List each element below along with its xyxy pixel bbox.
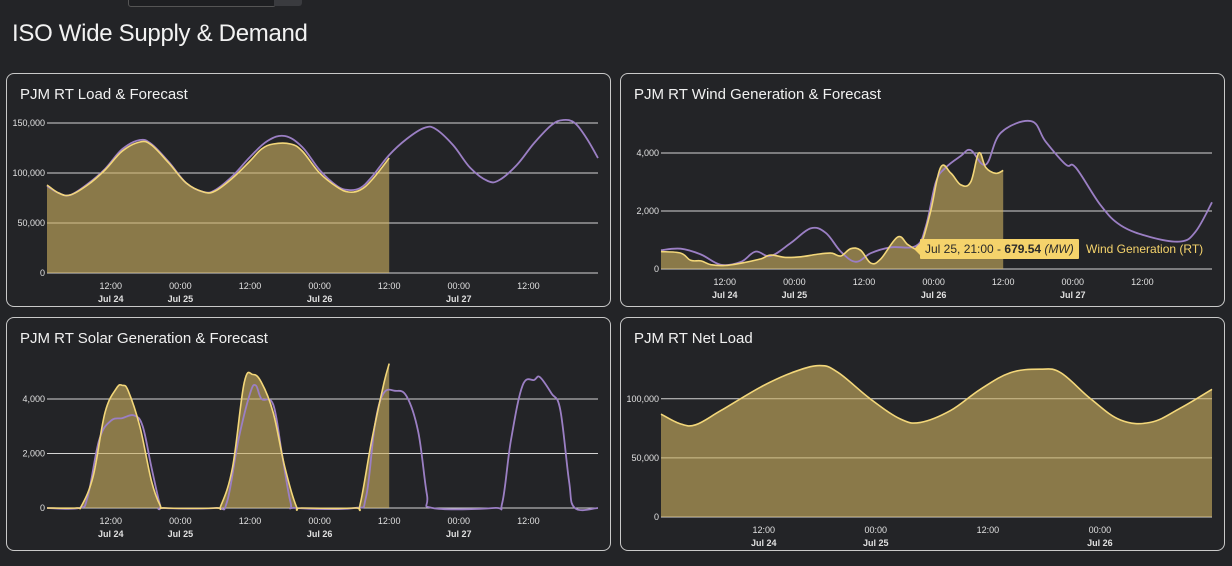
x-tick-date-label: Jul 24 — [712, 290, 738, 300]
x-tick-label: 00:00 — [169, 516, 192, 526]
x-tick-date-label: Jul 26 — [1087, 538, 1113, 548]
x-tick-label: 12:00 — [1131, 277, 1154, 287]
chart-svg: 0 50,000 100,000 12:00 Jul 24 00:00 Jul 25 12:0… — [626, 364, 1213, 548]
x-tick-label: 12:00 — [714, 277, 737, 287]
x-tick-label: 00:00 — [865, 525, 888, 535]
y-tick-label: 100,000 — [12, 168, 45, 178]
actual-line — [660, 151, 1004, 267]
x-tick-label: 12:00 — [853, 277, 876, 287]
x-tick-label: 12:00 — [239, 281, 262, 291]
actual-line — [660, 364, 1213, 427]
x-tick-date-label: Jul 24 — [98, 294, 124, 304]
tooltip-unit: (MW) — [1041, 242, 1074, 256]
x-tick-date-label: Jul 24 — [751, 538, 777, 548]
x-tick-date-label: Jul 25 — [168, 529, 194, 539]
actual-line — [46, 363, 390, 512]
x-tick-label: 00:00 — [448, 516, 471, 526]
x-tick-date-label: Jul 25 — [168, 294, 194, 304]
x-tick-label: 12:00 — [517, 281, 540, 291]
top-search-input[interactable] — [128, 0, 276, 7]
x-tick-label: 00:00 — [448, 281, 471, 291]
x-tick-date-label: Jul 26 — [307, 294, 333, 304]
actual-line — [46, 140, 390, 197]
page-title: ISO Wide Supply & Demand — [12, 20, 308, 47]
x-tick-date-label: Jul 27 — [1060, 290, 1086, 300]
x-tick-date-label: Jul 26 — [307, 529, 333, 539]
chart-svg: 0 50,000 100,000 150,000 12:00 Jul 24 00:00 Jul… — [12, 118, 599, 304]
x-tick-label: 12:00 — [239, 516, 262, 526]
tooltip-series-label: Wind Generation (RT) — [1086, 242, 1204, 256]
panel-title: PJM RT Load & Forecast — [20, 86, 188, 103]
y-tick-label: 4,000 — [22, 394, 45, 404]
x-tick-label: 12:00 — [378, 516, 401, 526]
y-tick-label: 0 — [40, 503, 45, 513]
chart-tooltip: Jul 25, 21:00 - 679.54 (MW) — [914, 239, 1079, 259]
x-tick-label: 00:00 — [308, 281, 331, 291]
x-tick-date-label: Jul 27 — [446, 294, 472, 304]
chart-svg: 0 2,000 4,000 12:00 Jul 24 00:00 Jul 25 12:00 00… — [636, 119, 1213, 300]
x-tick-date-label: Jul 27 — [446, 529, 472, 539]
y-tick-label: 0 — [40, 268, 45, 278]
panel-title: PJM RT Solar Generation & Forecast — [20, 330, 268, 347]
x-tick-label: 12:00 — [752, 525, 775, 535]
x-tick-date-label: Jul 24 — [98, 529, 124, 539]
x-tick-label: 00:00 — [308, 516, 331, 526]
y-tick-label: 0 — [654, 264, 659, 274]
x-tick-label: 00:00 — [1089, 525, 1112, 535]
y-tick-label: 4,000 — [636, 148, 659, 158]
y-tick-label: 0 — [654, 512, 659, 522]
y-tick-label: 100,000 — [626, 394, 659, 404]
x-tick-date-label: Jul 25 — [863, 538, 889, 548]
tooltip-value: 679.54 — [1004, 242, 1042, 256]
y-tick-label: 50,000 — [17, 218, 45, 228]
y-tick-label: 2,000 — [22, 449, 45, 459]
x-tick-label: 12:00 — [378, 281, 401, 291]
y-tick-label: 150,000 — [12, 118, 45, 128]
net-load-panel: PJM RT Net Load 0 50,000 100,000 12:00 Jul 2… — [620, 317, 1225, 551]
solar-forecast-panel: PJM RT Solar Generation & Forecast 0 2,00… — [6, 317, 611, 551]
x-tick-label: 12:00 — [100, 281, 123, 291]
x-tick-label: 00:00 — [922, 277, 945, 287]
wind-forecast-panel: PJM RT Wind Generation & Forecast 0 2,000… — [620, 73, 1225, 307]
x-tick-label: 12:00 — [100, 516, 123, 526]
x-tick-label: 12:00 — [977, 525, 1000, 535]
actual-area — [47, 363, 390, 511]
x-tick-label: 12:00 — [517, 516, 540, 526]
top-search-button[interactable] — [274, 0, 302, 6]
actual-area — [661, 365, 1212, 517]
x-tick-date-label: Jul 26 — [921, 290, 947, 300]
y-tick-label: 50,000 — [631, 453, 659, 463]
load-forecast-panel: PJM RT Load & Forecast 0 50,000 100,000 150… — [6, 73, 611, 307]
chart-svg: 0 2,000 4,000 12:00 Jul 24 00:00 Jul 25 12:00 00… — [22, 363, 599, 539]
x-tick-label: 00:00 — [783, 277, 806, 287]
actual-area — [47, 141, 390, 273]
forecast-line — [660, 119, 1213, 267]
x-tick-label: 00:00 — [1062, 277, 1085, 287]
forecast-line — [46, 118, 599, 197]
y-tick-label: 2,000 — [636, 206, 659, 216]
panel-title: PJM RT Net Load — [634, 330, 753, 347]
x-tick-label: 00:00 — [169, 281, 192, 291]
tooltip-date: Jul 25, 21:00 - — [925, 242, 1005, 256]
x-tick-label: 12:00 — [992, 277, 1015, 287]
panel-title: PJM RT Wind Generation & Forecast — [634, 86, 882, 103]
x-tick-date-label: Jul 25 — [782, 290, 808, 300]
